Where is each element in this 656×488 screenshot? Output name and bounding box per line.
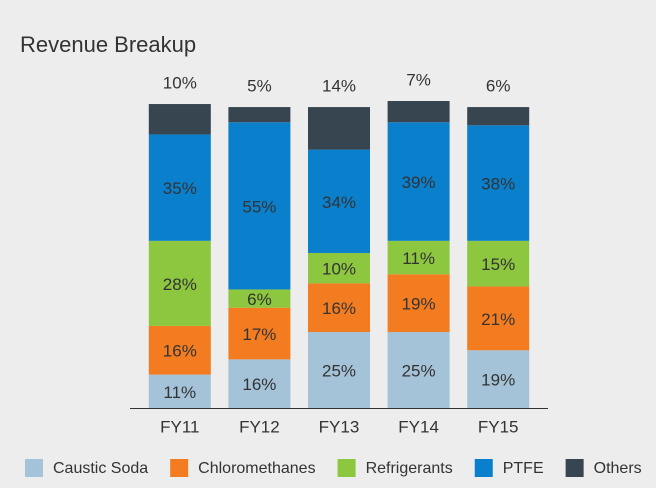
x-tick-label: FY11 bbox=[160, 417, 199, 436]
bar-segment bbox=[308, 149, 370, 253]
bar-segment bbox=[387, 101, 450, 123]
legend-label: Caustic Soda bbox=[53, 460, 148, 477]
bar-segment bbox=[387, 122, 450, 241]
data-label: 7% bbox=[406, 70, 431, 89]
bar-segment bbox=[228, 122, 291, 290]
data-label: 55% bbox=[242, 197, 276, 216]
bar-segment bbox=[387, 240, 450, 275]
data-label: 5% bbox=[247, 77, 272, 96]
bar-segment bbox=[467, 240, 530, 287]
bar-segment bbox=[228, 289, 291, 308]
bar-segment bbox=[308, 332, 370, 408]
legend-swatch bbox=[25, 459, 43, 477]
data-label: 17% bbox=[242, 325, 276, 344]
bar-segment bbox=[148, 240, 211, 326]
data-label: 6% bbox=[486, 77, 511, 96]
data-label: 38% bbox=[481, 175, 515, 194]
bar-segment bbox=[387, 332, 450, 408]
bar-segment bbox=[467, 286, 530, 351]
legend-swatch bbox=[565, 459, 584, 477]
bar-segment bbox=[148, 325, 211, 375]
data-label: 6% bbox=[247, 290, 272, 309]
data-label: 16% bbox=[242, 375, 276, 394]
bar-segment bbox=[148, 104, 211, 135]
x-tick-label: FY12 bbox=[239, 417, 280, 436]
bar-segment bbox=[228, 107, 291, 123]
legend-label: Refrigerants bbox=[366, 460, 453, 477]
data-label: 28% bbox=[163, 275, 197, 294]
bar-segment bbox=[308, 283, 370, 333]
data-label: 16% bbox=[322, 299, 356, 318]
legend-swatch bbox=[170, 459, 189, 477]
bar-segment bbox=[148, 374, 211, 408]
bar-segment bbox=[228, 359, 291, 408]
data-label: 10% bbox=[322, 260, 356, 279]
data-label: 11% bbox=[163, 383, 196, 402]
data-label: 19% bbox=[481, 371, 515, 390]
data-label: 25% bbox=[402, 361, 436, 380]
data-label: 11% bbox=[402, 249, 435, 268]
data-label: 34% bbox=[322, 193, 356, 212]
data-label: 19% bbox=[402, 295, 436, 314]
data-label: 21% bbox=[481, 310, 515, 329]
x-tick-label: FY15 bbox=[478, 417, 519, 436]
bar-segment bbox=[308, 107, 370, 150]
data-label: 10% bbox=[163, 74, 197, 93]
legend-swatch bbox=[474, 459, 493, 477]
data-label: 16% bbox=[163, 342, 197, 361]
bar-segment bbox=[467, 107, 530, 126]
data-label: 35% bbox=[163, 179, 197, 198]
chart-title: Revenue Breakup bbox=[20, 32, 196, 57]
legend-swatch bbox=[337, 459, 356, 477]
x-tick-label: FY13 bbox=[319, 417, 360, 436]
data-label: 25% bbox=[322, 361, 356, 380]
legend-label: PTFE bbox=[503, 460, 544, 477]
legend-label: Others bbox=[594, 460, 642, 477]
data-label: 15% bbox=[481, 255, 515, 274]
bar-segment bbox=[387, 274, 450, 333]
bar-segment bbox=[228, 307, 291, 360]
data-label: 39% bbox=[402, 173, 436, 192]
bar-segment bbox=[467, 125, 530, 241]
bar-segment bbox=[148, 134, 211, 241]
x-tick-label: FY14 bbox=[398, 417, 439, 436]
bar-segment bbox=[308, 252, 370, 284]
bar-segment bbox=[467, 350, 530, 408]
legend-label: Chloromethanes bbox=[198, 460, 315, 477]
data-label: 14% bbox=[322, 77, 356, 96]
